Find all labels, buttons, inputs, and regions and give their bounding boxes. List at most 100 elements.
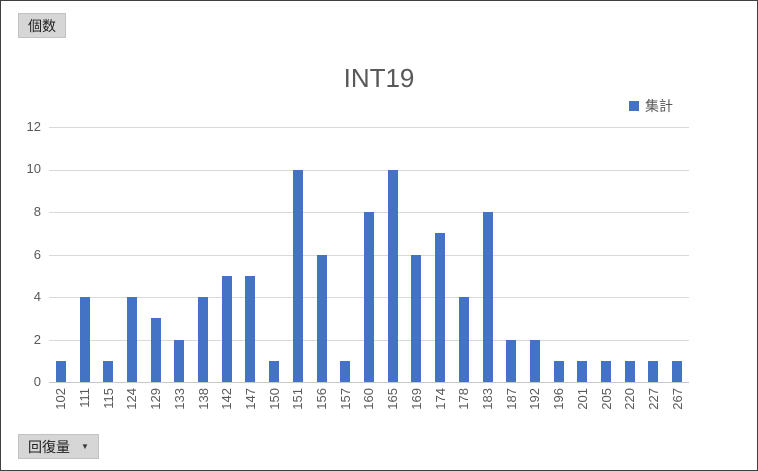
gridline xyxy=(49,169,689,171)
bar[interactable] xyxy=(55,360,66,382)
x-label-slot: 192 xyxy=(523,388,547,433)
bar[interactable] xyxy=(221,275,232,382)
bar-slot xyxy=(381,127,405,382)
bar[interactable] xyxy=(529,339,540,382)
bar[interactable] xyxy=(245,275,256,382)
y-axis: 12 10 8 6 4 2 0 xyxy=(1,119,41,389)
bar[interactable] xyxy=(553,360,564,382)
bar[interactable] xyxy=(269,360,280,382)
x-axis-label: 174 xyxy=(432,388,448,410)
bar[interactable] xyxy=(174,339,185,382)
bar[interactable] xyxy=(387,169,398,382)
x-label-slot: 102 xyxy=(49,388,73,433)
x-axis-label: 142 xyxy=(219,388,235,410)
x-axis-label: 150 xyxy=(266,388,282,410)
bar[interactable] xyxy=(103,360,114,382)
x-axis-label: 178 xyxy=(456,388,472,410)
x-axis-label: 220 xyxy=(622,388,638,410)
x-axis-label: 201 xyxy=(574,388,590,410)
bar[interactable] xyxy=(577,360,588,382)
x-axis-label: 183 xyxy=(480,388,495,410)
x-label-slot: 150 xyxy=(262,388,286,433)
x-label-slot: 187 xyxy=(499,388,523,433)
axis-field-button[interactable]: 回復量 ▼ xyxy=(18,434,99,459)
bar-slot xyxy=(144,127,168,382)
x-axis-label: 133 xyxy=(171,388,187,410)
bar[interactable] xyxy=(458,297,469,382)
bar[interactable] xyxy=(340,360,351,382)
bar-slot xyxy=(168,127,192,382)
x-label-slot: 133 xyxy=(168,388,192,433)
bar[interactable] xyxy=(292,169,303,382)
x-label-slot: 156 xyxy=(310,388,334,433)
bar[interactable] xyxy=(126,297,137,382)
bar[interactable] xyxy=(316,254,327,382)
x-axis-label: 267 xyxy=(669,388,685,410)
y-axis-label: 4 xyxy=(33,288,41,304)
bar-slot xyxy=(286,127,310,382)
x-axis-line xyxy=(49,382,689,383)
x-label-slot: 160 xyxy=(357,388,381,433)
legend[interactable]: 集計 xyxy=(629,96,673,116)
bar[interactable] xyxy=(648,360,659,382)
x-label-slot: 165 xyxy=(381,388,405,433)
bar[interactable] xyxy=(79,297,90,382)
x-axis-label: 147 xyxy=(242,388,258,410)
bar-slot xyxy=(570,127,594,382)
x-axis-label: 192 xyxy=(527,388,543,410)
bar[interactable] xyxy=(198,297,209,382)
x-label-slot: 196 xyxy=(547,388,571,433)
x-axis-label: 227 xyxy=(645,388,661,410)
x-label-slot: 205 xyxy=(594,388,618,433)
bar[interactable] xyxy=(624,360,635,382)
x-label-slot: 151 xyxy=(286,388,310,433)
x-axis-label: 111 xyxy=(77,388,93,408)
x-axis-label: 165 xyxy=(385,388,401,410)
plot-area xyxy=(49,127,689,383)
x-label-slot: 124 xyxy=(120,388,144,433)
bar-slot xyxy=(120,127,144,382)
bar[interactable] xyxy=(601,360,612,382)
legend-label: 集計 xyxy=(645,98,673,114)
bar-slot xyxy=(215,127,239,382)
x-label-slot: 183 xyxy=(476,388,500,433)
x-label-slot: 227 xyxy=(642,388,666,433)
x-axis-label: 157 xyxy=(337,388,353,410)
value-field-label: 個数 xyxy=(28,17,56,34)
x-axis-label: 124 xyxy=(124,388,140,410)
bar-series xyxy=(49,127,689,382)
bar[interactable] xyxy=(506,339,517,382)
dropdown-arrow-icon: ▼ xyxy=(81,441,89,451)
bar-slot xyxy=(405,127,429,382)
y-axis-label: 10 xyxy=(26,161,41,177)
bar[interactable] xyxy=(411,254,422,382)
x-label-slot: 157 xyxy=(333,388,357,433)
y-axis-label: 0 xyxy=(33,374,41,389)
value-field-button[interactable]: 個数 xyxy=(18,13,66,38)
x-label-slot: 115 xyxy=(96,388,120,433)
bar-slot xyxy=(476,127,500,382)
x-label-slot: 111 xyxy=(73,388,97,433)
bar-slot xyxy=(239,127,263,382)
x-axis-label: 138 xyxy=(195,388,211,410)
bar-slot xyxy=(310,127,334,382)
bar[interactable] xyxy=(672,360,683,382)
chart-title: INT19 xyxy=(343,63,415,93)
bar[interactable] xyxy=(150,318,161,382)
y-axis-label: 2 xyxy=(33,331,41,347)
x-label-slot: 147 xyxy=(239,388,263,433)
x-label-slot: 267 xyxy=(665,388,689,433)
x-label-slot: 138 xyxy=(191,388,215,433)
x-axis-label: 160 xyxy=(361,388,377,410)
legend-marker-icon xyxy=(629,101,639,111)
bar[interactable] xyxy=(482,212,493,382)
x-axis-label: 151 xyxy=(290,388,306,410)
bar[interactable] xyxy=(435,233,446,382)
bar-slot xyxy=(665,127,689,382)
bar-slot xyxy=(96,127,120,382)
x-axis-label: 156 xyxy=(314,388,330,410)
x-label-slot: 169 xyxy=(405,388,429,433)
x-axis-label: 129 xyxy=(148,388,164,410)
bar[interactable] xyxy=(363,212,374,382)
